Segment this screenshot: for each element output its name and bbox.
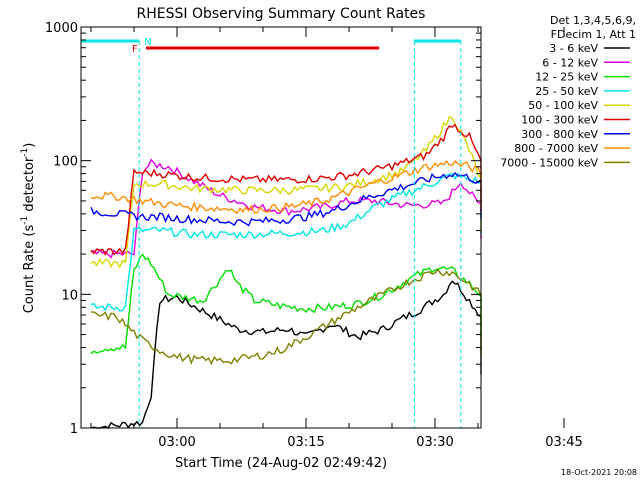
y-tick-label: 1 — [70, 422, 78, 437]
chart-title: RHESSI Observing Summary Count Rates — [137, 6, 426, 22]
legend-entry-label: 6 - 12 keV — [542, 56, 598, 69]
flare-flag-label: F — [132, 44, 138, 55]
plot-frame — [80, 26, 482, 429]
y-axis-label-exponent-2: -1 — [20, 148, 30, 157]
x-axis-label: Start Time (24-Aug-02 02:49:42) — [175, 456, 387, 471]
legend: Det 1,3,4,5,6,9, FDecim 1, Att 1 3 - 6 k… — [500, 14, 636, 169]
x-tick-label: 03:15 — [287, 435, 324, 450]
y-axis-ticks: 1 10 100 1000 — [45, 21, 481, 437]
legend-entry-label: 100 - 300 keV — [521, 114, 598, 127]
legend-entry-label: 25 - 50 keV — [535, 85, 598, 98]
y-axis-label-main: Count Rate (s — [22, 225, 37, 314]
night-flag-label: N — [144, 37, 151, 48]
y-axis-label-middle: detector — [22, 156, 37, 216]
x-tick-label: 03:45 — [545, 435, 582, 450]
y-tick-label: 100 — [53, 155, 78, 170]
y-tick-label: 1000 — [45, 21, 78, 36]
y-axis-label-exponent-1: -1 — [20, 216, 30, 225]
legend-entry-label: 300 - 800 keV — [521, 128, 598, 141]
legend-entry-label: 800 - 7000 keV — [514, 142, 598, 155]
legend-entry-label: 50 - 100 keV — [528, 99, 598, 112]
flag-layer: NF — [81, 37, 462, 428]
x-tick-label: 03:30 — [416, 435, 453, 450]
legend-header-line-2: FDecim 1, Att 1 — [551, 28, 636, 41]
legend-header-line-1: Det 1,3,4,5,6,9, — [550, 14, 636, 27]
y-tick-label: 10 — [61, 288, 78, 303]
legend-entry-label: 7000 - 15000 keV — [500, 156, 598, 169]
y-axis-label: Count Rate (s-1 detector-1) — [20, 143, 37, 314]
x-tick-label: 03:00 — [158, 435, 195, 450]
y-axis-label-end: ) — [22, 143, 37, 148]
legend-entry-label: 3 - 6 keV — [549, 42, 598, 55]
footer-timestamp: 18-Oct-2021 20:08 — [561, 468, 637, 477]
legend-entry-label: 12 - 25 keV — [535, 71, 598, 84]
